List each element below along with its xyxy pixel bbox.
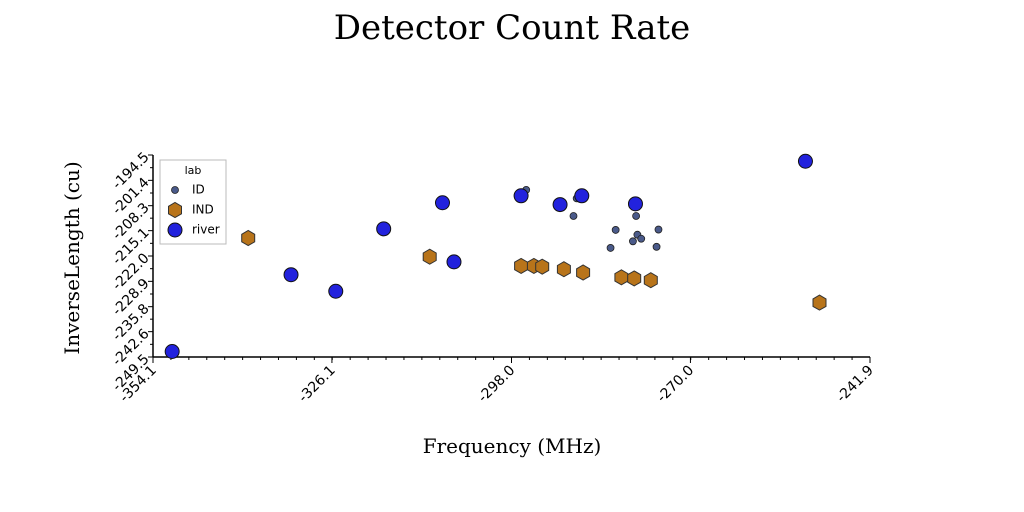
x-tick-label: -326.1 bbox=[296, 363, 339, 406]
data-point-ind bbox=[812, 294, 827, 311]
legend-label: ID bbox=[192, 183, 205, 197]
data-point-river bbox=[574, 188, 590, 204]
data-point-river bbox=[328, 283, 344, 299]
legend-label: IND bbox=[192, 203, 214, 217]
data-point-ind bbox=[643, 272, 658, 289]
data-point-river bbox=[552, 197, 568, 213]
data-point-river bbox=[797, 153, 813, 169]
legend-label: river bbox=[192, 223, 220, 237]
data-point-ind bbox=[614, 269, 629, 286]
data-point-ind bbox=[556, 261, 571, 278]
x-tick-label: -241.9 bbox=[834, 363, 877, 406]
legend-marker-river bbox=[167, 222, 183, 238]
x-axis-label: Frequency (MHz) bbox=[422, 434, 602, 458]
legend-marker-ind bbox=[168, 201, 182, 219]
data-point-river bbox=[446, 254, 462, 270]
data-point-id bbox=[629, 237, 637, 246]
data-point-id bbox=[652, 242, 661, 251]
data-point-river bbox=[513, 188, 529, 204]
data-point-river bbox=[164, 343, 180, 359]
data-point-ind bbox=[627, 270, 642, 287]
data-point-id bbox=[654, 225, 663, 234]
data-point-ind bbox=[535, 258, 550, 275]
data-point-id bbox=[569, 212, 578, 220]
data-point-river bbox=[627, 196, 643, 212]
legend-title: lab bbox=[185, 164, 202, 177]
x-tick-label: -270.0 bbox=[654, 363, 697, 406]
data-point-id bbox=[611, 226, 620, 234]
data-point-river bbox=[283, 267, 299, 283]
data-point-id bbox=[637, 234, 646, 243]
data-point-ind bbox=[514, 257, 529, 274]
data-point-river bbox=[434, 195, 450, 211]
data-point-ind bbox=[422, 248, 437, 265]
data-point-ind bbox=[241, 229, 256, 247]
legend-marker-id bbox=[171, 186, 179, 194]
data-point-id bbox=[606, 244, 615, 252]
data-point-id bbox=[632, 212, 641, 220]
data-point-river bbox=[376, 221, 392, 237]
x-tick-label: -298.0 bbox=[475, 363, 518, 406]
chart-title: Detector Count Rate bbox=[333, 8, 691, 48]
data-point-ind bbox=[576, 264, 591, 281]
